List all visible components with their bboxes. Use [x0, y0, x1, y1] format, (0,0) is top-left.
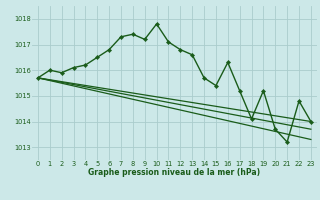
X-axis label: Graphe pression niveau de la mer (hPa): Graphe pression niveau de la mer (hPa) [88, 168, 260, 177]
